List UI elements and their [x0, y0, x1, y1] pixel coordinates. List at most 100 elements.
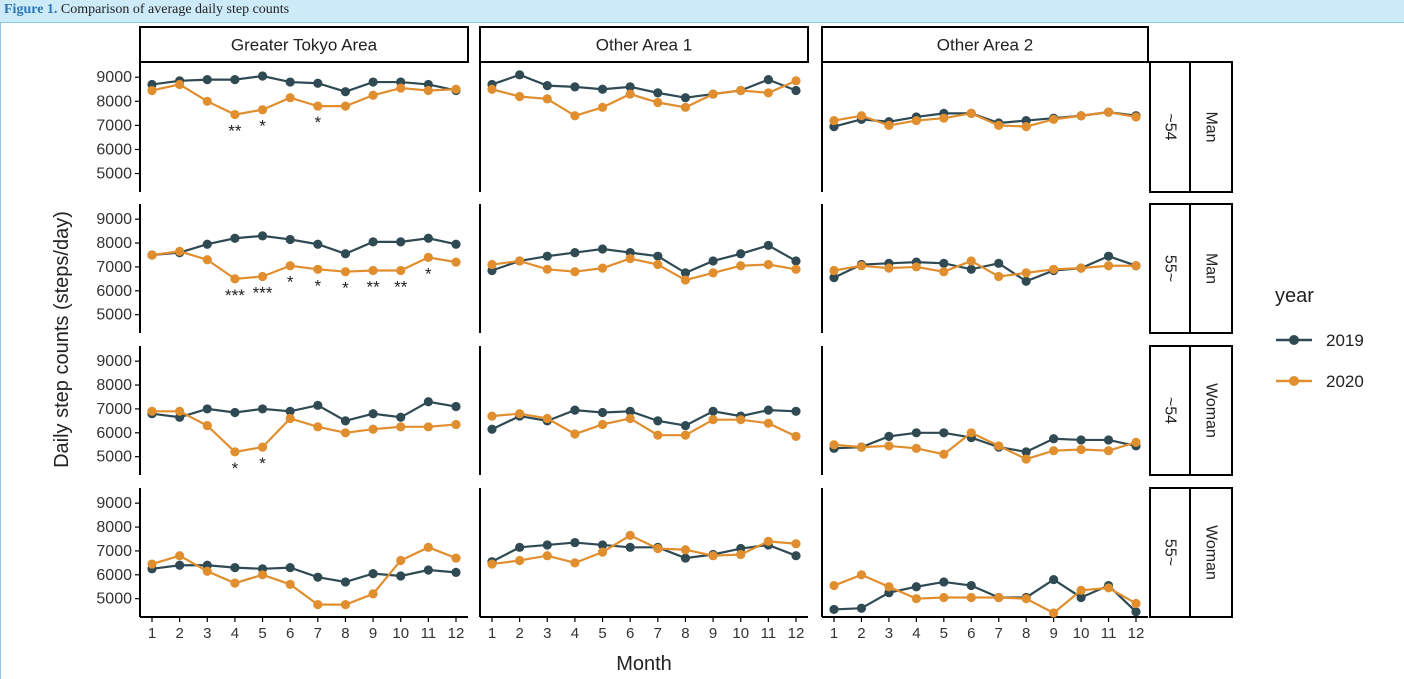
x-tick-label-c2-1: 1 — [830, 625, 838, 642]
data-point-2019-r2-c0-m6 — [285, 406, 295, 416]
data-point-2019-r3-c0-m10 — [396, 571, 406, 581]
x-tick-label-c2-7: 7 — [995, 625, 1003, 642]
data-point-2020-r3-c2-m9 — [1049, 608, 1059, 618]
data-point-2020-r3-c1-m3 — [542, 551, 552, 561]
data-point-2020-r3-c0-m10 — [396, 555, 406, 566]
data-point-2019-r0-c1-m11 — [763, 75, 773, 85]
data-point-2020-r2-c0-m3 — [202, 421, 212, 431]
data-point-2020-r0-c0-m4 — [230, 109, 240, 120]
data-point-2019-r3-c1-m4 — [570, 537, 580, 548]
x-tick-label-c2-5: 5 — [940, 625, 948, 642]
x-tick-label-c0-4: 4 — [231, 625, 239, 642]
data-point-2019-r3-c2-m1 — [829, 604, 839, 615]
data-point-2020-r1-c0-m1 — [147, 250, 157, 260]
data-point-2020-r1-c0-m7 — [313, 264, 323, 274]
y-tick-label-r1-6000: 6000 — [96, 283, 132, 300]
data-point-2020-r3-c2-m12 — [1131, 598, 1141, 609]
data-point-2019-r1-c0-m4 — [230, 233, 240, 243]
data-point-2019-r2-c2-m11 — [1103, 435, 1114, 445]
data-point-2020-r3-c2-m2 — [856, 570, 867, 580]
data-point-2019-r0-c1-m8 — [680, 93, 691, 103]
data-point-2020-r1-c2-m2 — [856, 261, 867, 271]
data-point-2019-r3-c0-m9 — [368, 569, 378, 579]
data-point-2020-r0-c1-m1 — [487, 84, 497, 94]
x-tick-label-c1-8: 8 — [681, 625, 689, 642]
data-point-2019-r1-c2-m11 — [1103, 251, 1114, 261]
caption-bar: Figure 1. Comparison of average daily st… — [0, 0, 1404, 23]
data-point-2019-r2-c1-m9 — [708, 406, 718, 416]
y-tick-label-r3-8000: 8000 — [96, 519, 132, 536]
data-point-2019-r2-c1-m8 — [680, 421, 691, 431]
x-tick-label-c0-6: 6 — [286, 625, 294, 642]
row-strip-sex-1 — [1189, 203, 1233, 334]
data-point-2020-r1-c1-m3 — [542, 264, 552, 274]
data-point-2020-r2-c2-m10 — [1076, 444, 1086, 455]
data-point-2020-r2-c1-m2 — [515, 409, 525, 419]
data-point-2020-r2-c2-m6 — [966, 428, 976, 438]
y-tick-label-r2-8000: 8000 — [96, 377, 132, 394]
series-line-2019-r0-c1 — [491, 73, 797, 99]
data-point-2020-r1-c1-m4 — [570, 267, 580, 277]
x-tick-label-c0-5: 5 — [258, 625, 266, 642]
data-point-2020-r1-c2-m8 — [1021, 268, 1031, 278]
significance-label-r1-c0-m5: *** — [253, 283, 273, 302]
legend-label-2020: 2020 — [1326, 372, 1364, 391]
data-point-2019-r3-c2-m6 — [966, 580, 976, 591]
data-point-2020-r1-c0-m6 — [285, 261, 295, 271]
data-point-2020-r0-c0-m5 — [257, 105, 268, 115]
y-tick-label-r2-9000: 9000 — [96, 353, 132, 370]
data-point-2019-r1-c1-m5 — [597, 244, 608, 254]
data-point-2020-r0-c2-m12 — [1131, 112, 1141, 122]
data-point-2020-r1-c2-m12 — [1131, 261, 1141, 271]
significance-label-r1-c0-m4: *** — [225, 286, 245, 305]
data-point-2020-r0-c2-m2 — [856, 111, 867, 121]
series-line-2020-r2-c0 — [152, 410, 457, 454]
data-point-2019-r3-c1-m2 — [515, 542, 525, 552]
data-point-2020-r3-c0-m2 — [175, 551, 185, 561]
y-tick-label-r2-7000: 7000 — [96, 401, 132, 418]
data-point-2020-r0-c0-m10 — [396, 83, 406, 93]
x-tick-label-c1-11: 11 — [761, 625, 777, 642]
series-line-2020-r3-c0 — [151, 546, 457, 606]
data-point-2019-r1-c2-m8 — [1021, 276, 1031, 286]
y-tick-label-r0-6000: 6000 — [96, 141, 132, 158]
data-point-2019-r2-c1-m12 — [791, 406, 801, 416]
data-point-2020-r1-c1-m5 — [597, 263, 608, 273]
data-point-2020-r0-c1-m3 — [542, 94, 552, 104]
data-point-2020-r0-c1-m6 — [625, 89, 635, 99]
data-point-2019-r2-c1-m5 — [597, 407, 608, 418]
data-point-2020-r2-c2-m8 — [1021, 454, 1031, 464]
data-point-2019-r1-c0-m12 — [451, 239, 461, 249]
x-tick-label-c2-9: 9 — [1049, 625, 1057, 642]
data-point-2020-r3-c0-m7 — [313, 600, 323, 610]
data-point-2020-r1-c2-m1 — [829, 265, 839, 276]
data-point-2020-r0-c2-m5 — [939, 113, 949, 123]
data-point-2020-r3-c1-m9 — [708, 551, 718, 561]
data-point-2020-r0-c2-m10 — [1076, 111, 1086, 121]
data-point-2020-r3-c1-m5 — [597, 547, 608, 557]
x-tick-label-c1-1: 1 — [488, 625, 496, 642]
data-point-2019-r1-c0-m3 — [202, 239, 212, 249]
x-tick-label-c1-5: 5 — [598, 625, 606, 642]
data-point-2020-r0-c1-m7 — [653, 97, 663, 108]
data-point-2020-r1-c0-m8 — [340, 267, 351, 277]
significance-label-r1-c0-m7: * — [315, 276, 322, 295]
figure-frame-left — [0, 22, 1, 679]
data-point-2019-r3-c2-m10 — [1076, 592, 1086, 603]
data-point-2019-r1-c1-m8 — [680, 268, 691, 278]
y-tick-label-r3-7000: 7000 — [96, 543, 132, 560]
y-tick-label-r2-5000: 5000 — [96, 449, 132, 466]
data-point-2019-r0-c1-m5 — [597, 84, 608, 94]
data-point-2020-r3-c0-m9 — [368, 589, 378, 599]
data-point-2020-r2-c1-m7 — [653, 430, 663, 440]
data-point-2020-r0-c0-m7 — [313, 101, 323, 111]
data-point-2020-r2-c1-m4 — [570, 429, 580, 439]
data-point-2019-r2-c0-m5 — [257, 404, 268, 414]
data-point-2020-r1-c2-m9 — [1049, 264, 1059, 274]
data-point-2020-r0-c1-m10 — [736, 85, 746, 96]
y-tick-label-r1-5000: 5000 — [96, 307, 132, 324]
caption-prefix: Figure 1. — [4, 2, 58, 17]
data-point-2019-r1-c0-m11 — [423, 233, 433, 243]
data-point-2020-r1-c0-m9 — [368, 265, 378, 276]
data-point-2020-r2-c0-m9 — [368, 424, 378, 434]
